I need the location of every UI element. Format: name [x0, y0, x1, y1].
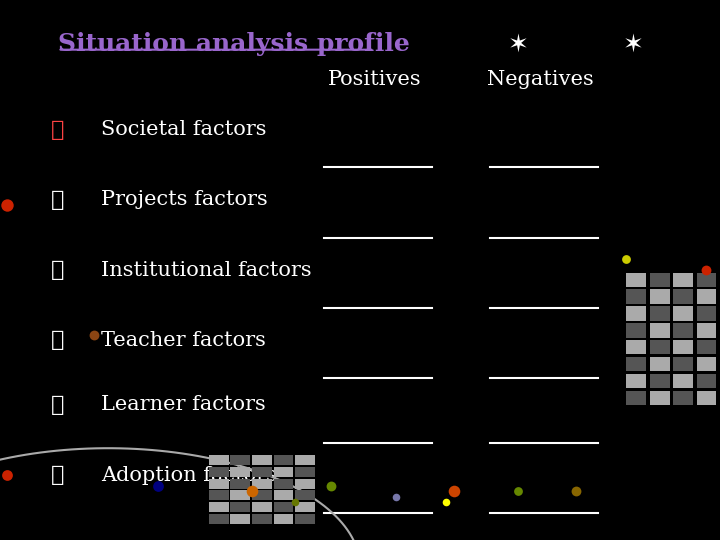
Bar	[626, 306, 647, 321]
Bar	[649, 306, 670, 321]
Bar	[295, 479, 315, 489]
Point	[441, 498, 452, 507]
Text: ✓: ✓	[51, 189, 64, 211]
Point	[570, 487, 582, 496]
Bar	[274, 502, 294, 512]
Bar	[230, 467, 251, 477]
Bar	[209, 490, 229, 501]
Point	[1, 201, 13, 210]
Bar	[649, 289, 670, 303]
Text: Positives: Positives	[328, 70, 421, 89]
Bar	[209, 514, 229, 524]
Text: Societal factors: Societal factors	[101, 120, 266, 139]
Bar	[626, 390, 647, 405]
Bar	[274, 490, 294, 501]
Point	[390, 492, 402, 501]
Point	[448, 487, 459, 496]
Bar	[697, 323, 716, 338]
Bar	[295, 467, 315, 477]
Bar	[697, 340, 716, 354]
Bar	[673, 357, 693, 372]
Bar	[626, 273, 647, 287]
Text: Institutional factors: Institutional factors	[101, 260, 312, 280]
Bar	[697, 357, 716, 372]
Bar	[274, 467, 294, 477]
Bar	[252, 490, 272, 501]
Text: Situation analysis profile: Situation analysis profile	[58, 32, 410, 56]
Bar	[252, 467, 272, 477]
Text: ✓: ✓	[51, 394, 64, 416]
Bar	[673, 323, 693, 338]
Bar	[252, 502, 272, 512]
Bar	[673, 289, 693, 303]
Bar	[673, 306, 693, 321]
Bar	[209, 502, 229, 512]
Bar	[274, 455, 294, 465]
Point	[513, 487, 524, 496]
Bar	[230, 479, 251, 489]
Text: ✶: ✶	[508, 32, 529, 56]
Bar	[295, 455, 315, 465]
Bar	[697, 289, 716, 303]
Bar	[697, 306, 716, 321]
Bar	[209, 455, 229, 465]
Bar	[295, 490, 315, 501]
Bar	[626, 323, 647, 338]
Text: ✓: ✓	[51, 329, 64, 351]
Bar	[252, 455, 272, 465]
Bar	[274, 479, 294, 489]
Point	[153, 482, 164, 490]
Bar	[209, 467, 229, 477]
Text: Teacher factors: Teacher factors	[101, 330, 266, 350]
Bar	[673, 340, 693, 354]
Bar	[626, 289, 647, 303]
Text: ✶: ✶	[623, 32, 644, 56]
Bar	[673, 374, 693, 388]
Bar	[697, 390, 716, 405]
Point	[621, 255, 632, 264]
Text: ✓: ✓	[51, 464, 64, 486]
Bar	[295, 502, 315, 512]
Bar	[209, 479, 229, 489]
Bar	[649, 374, 670, 388]
Text: ✘: ✘	[51, 119, 64, 140]
Bar	[230, 455, 251, 465]
Bar	[673, 390, 693, 405]
Text: ✓: ✓	[51, 259, 64, 281]
Bar	[649, 273, 670, 287]
Bar	[649, 390, 670, 405]
Bar	[649, 323, 670, 338]
Text: Negatives: Negatives	[487, 70, 593, 89]
Bar	[697, 374, 716, 388]
Text: Projects factors: Projects factors	[101, 190, 268, 210]
Bar	[626, 340, 647, 354]
Bar	[230, 502, 251, 512]
Point	[289, 498, 301, 507]
Point	[325, 482, 337, 490]
Point	[1, 471, 13, 480]
Bar	[252, 479, 272, 489]
Bar	[649, 357, 670, 372]
Text: Learner factors: Learner factors	[101, 395, 266, 415]
Text: Adoption factors: Adoption factors	[101, 465, 276, 485]
Point	[88, 330, 99, 339]
Bar	[649, 340, 670, 354]
Bar	[626, 357, 647, 372]
Point	[700, 266, 711, 274]
Bar	[295, 514, 315, 524]
Bar	[697, 273, 716, 287]
Bar	[626, 374, 647, 388]
Bar	[230, 514, 251, 524]
Bar	[673, 273, 693, 287]
Point	[246, 487, 258, 496]
Bar	[274, 514, 294, 524]
Bar	[252, 514, 272, 524]
Bar	[230, 490, 251, 501]
